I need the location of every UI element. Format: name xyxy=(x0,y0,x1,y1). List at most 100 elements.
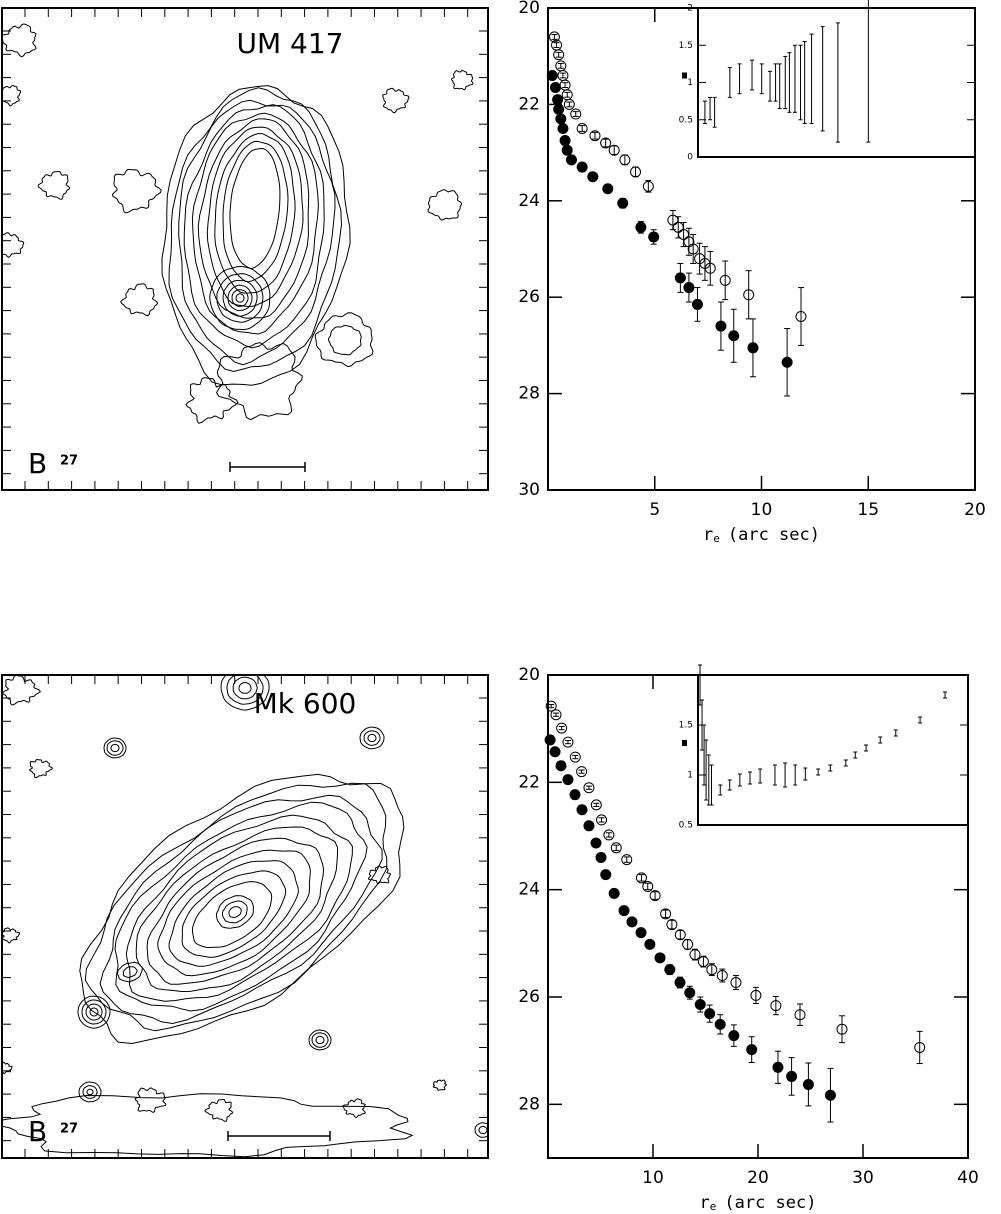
y-tick-label: 20 xyxy=(518,0,540,18)
data-point xyxy=(603,829,615,841)
data-point xyxy=(565,154,577,166)
data-point xyxy=(562,736,574,748)
data-point xyxy=(772,1061,784,1073)
contour xyxy=(2,85,22,107)
data-point xyxy=(683,282,695,294)
contour xyxy=(214,133,296,294)
data-point xyxy=(550,709,562,721)
data-point xyxy=(649,890,661,902)
contour xyxy=(135,826,339,993)
contour xyxy=(226,675,264,705)
data-point xyxy=(600,137,612,149)
contour xyxy=(110,743,120,753)
data-point xyxy=(750,989,762,1001)
inset-y-tick-label: 0 xyxy=(687,153,693,163)
x-tick-label: 30 xyxy=(852,1168,874,1188)
data-point xyxy=(674,977,686,989)
contour xyxy=(2,1093,414,1158)
data-point xyxy=(691,298,703,310)
data-point xyxy=(666,919,678,931)
data-point xyxy=(576,804,588,816)
x-tick-label: 5 xyxy=(649,500,660,520)
contour xyxy=(191,112,319,335)
y-tick-label: 22 xyxy=(518,772,540,792)
contour xyxy=(209,265,271,331)
contour xyxy=(368,865,392,885)
contour xyxy=(308,1029,332,1051)
contour xyxy=(232,676,258,700)
band-label: B xyxy=(28,447,47,480)
data-point xyxy=(630,166,642,178)
contour xyxy=(227,284,253,312)
inset-bg xyxy=(698,675,968,825)
contour xyxy=(157,849,311,977)
contour xyxy=(122,966,138,978)
contour xyxy=(359,726,385,750)
data-point xyxy=(563,98,575,110)
x-tick-label: 20 xyxy=(964,500,986,520)
y-tick-label: 26 xyxy=(518,987,540,1007)
data-point xyxy=(595,851,607,863)
data-point xyxy=(590,837,602,849)
data-point xyxy=(746,1044,758,1056)
data-point xyxy=(608,144,620,156)
contour xyxy=(342,1098,367,1119)
inset-y-tick-label: 1.5 xyxy=(679,721,693,731)
data-point xyxy=(569,789,581,801)
y-tick-label: 22 xyxy=(518,94,540,114)
contour xyxy=(204,1098,234,1122)
contour xyxy=(222,900,248,924)
data-point xyxy=(697,956,709,968)
data-point xyxy=(747,342,759,354)
frame xyxy=(1,7,489,491)
data-point xyxy=(562,774,574,786)
data-point xyxy=(642,180,654,192)
contour xyxy=(382,87,410,114)
inset-y-symbol xyxy=(682,740,687,746)
contour xyxy=(114,801,368,1012)
y-tick-label: 24 xyxy=(518,880,540,900)
data-point xyxy=(576,766,588,778)
data-point xyxy=(589,130,601,142)
contour-map: Mk 600 B 27 xyxy=(1,674,489,1159)
data-point xyxy=(728,1030,740,1042)
inset-bg xyxy=(698,8,975,157)
data-point xyxy=(602,183,614,195)
data-point xyxy=(626,916,638,928)
data-point xyxy=(587,171,599,183)
data-point xyxy=(644,938,656,950)
data-point xyxy=(914,1041,926,1053)
data-point xyxy=(608,887,620,899)
data-point xyxy=(648,231,660,243)
data-point xyxy=(610,842,622,854)
data-point xyxy=(704,262,716,274)
data-point xyxy=(714,1018,726,1030)
data-point xyxy=(781,356,793,368)
contour xyxy=(206,126,304,307)
data-point xyxy=(553,103,565,115)
contour xyxy=(215,895,254,929)
contour xyxy=(183,104,325,349)
data-point xyxy=(555,113,567,125)
y-tick-label: 26 xyxy=(518,287,540,307)
contour xyxy=(2,675,41,706)
data-point xyxy=(546,69,558,81)
data-point xyxy=(549,746,561,758)
data-point xyxy=(618,905,630,917)
band-label: B xyxy=(28,1115,47,1148)
inset-y-tick-label: 0.5 xyxy=(679,821,693,831)
y-tick-label: 24 xyxy=(518,191,540,211)
x-tick-label: 10 xyxy=(751,500,773,520)
data-point xyxy=(635,872,647,884)
x-axis-label-part: (arc sec) xyxy=(724,1193,816,1213)
level-label: 27 xyxy=(60,1122,78,1137)
x-tick-label: 20 xyxy=(747,1168,769,1188)
contour xyxy=(103,737,127,759)
data-point xyxy=(689,949,701,961)
contour xyxy=(450,69,474,91)
contour xyxy=(168,87,343,373)
frame xyxy=(1,674,489,1159)
contour xyxy=(315,1035,325,1045)
x-tick-label: 10 xyxy=(642,1168,664,1188)
